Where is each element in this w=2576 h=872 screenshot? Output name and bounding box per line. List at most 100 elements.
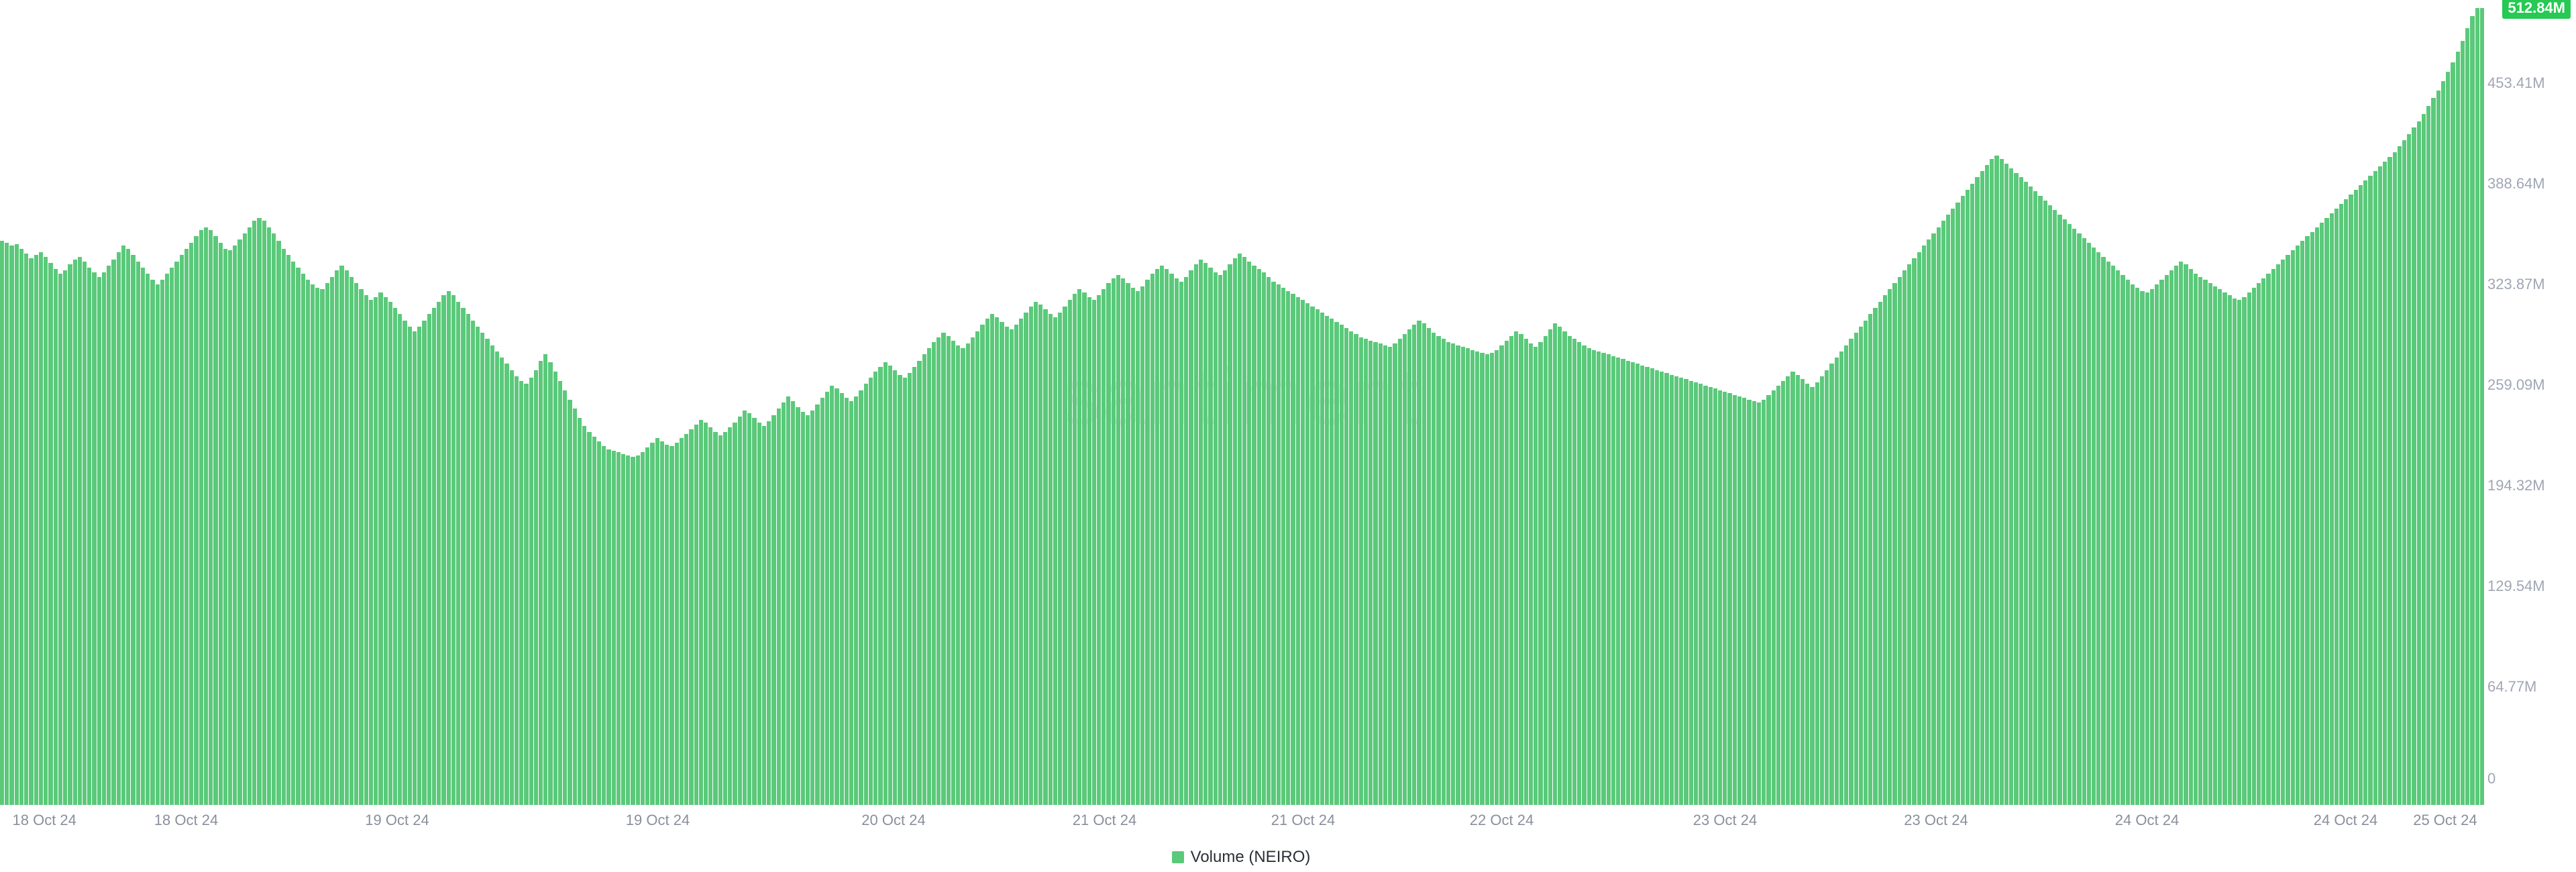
bar	[1835, 358, 1839, 805]
bar	[1505, 341, 1509, 805]
bar	[219, 243, 223, 805]
bar	[1562, 331, 1566, 805]
bar	[2330, 213, 2334, 805]
y-tick-label: 0	[2487, 770, 2496, 787]
bar	[636, 455, 640, 805]
bar	[1801, 379, 1805, 805]
bar	[873, 372, 877, 805]
bar	[1393, 343, 1397, 805]
bar	[117, 252, 121, 805]
bar	[1014, 325, 1018, 805]
bar	[743, 411, 747, 805]
bar	[602, 446, 606, 805]
bar	[1766, 395, 1770, 805]
bar	[24, 254, 28, 805]
bar	[1077, 289, 1081, 805]
bar	[2159, 280, 2163, 805]
bar	[2305, 236, 2309, 805]
bar	[209, 230, 213, 805]
bar	[1825, 370, 1829, 805]
bar	[262, 221, 266, 805]
bar	[684, 434, 688, 805]
bar	[1922, 246, 1926, 805]
bar	[1247, 262, 1251, 806]
bar	[2184, 264, 2188, 805]
bar	[941, 333, 945, 805]
bar	[1121, 278, 1125, 805]
bar	[1951, 209, 1955, 805]
bar	[456, 302, 460, 805]
bar	[1330, 319, 1334, 805]
bar	[660, 441, 664, 805]
bar	[2242, 297, 2246, 805]
bar	[791, 401, 795, 805]
bar	[48, 263, 52, 805]
bar	[1490, 353, 1494, 805]
bar	[1310, 307, 1314, 805]
bar	[2009, 168, 2013, 805]
bar	[174, 262, 178, 806]
bar	[849, 401, 853, 805]
bar	[1092, 300, 1096, 805]
bar	[582, 426, 586, 805]
bar	[898, 375, 902, 805]
bar	[282, 249, 286, 805]
x-tick-label: 21 Oct 24	[1271, 812, 1335, 829]
bar	[1757, 402, 1761, 805]
bar	[699, 420, 703, 805]
bar	[2140, 291, 2144, 806]
x-tick-label: 18 Oct 24	[13, 812, 76, 829]
bar	[1480, 353, 1484, 805]
bar	[2038, 196, 2042, 805]
bar	[1592, 350, 1596, 806]
bar	[762, 426, 766, 805]
bar	[733, 423, 737, 805]
bar	[441, 295, 445, 805]
bar	[68, 264, 72, 805]
bar	[73, 260, 77, 805]
bar	[1145, 280, 1149, 805]
bar	[1892, 283, 1896, 805]
bar	[461, 308, 465, 805]
bar	[339, 266, 343, 805]
bar	[1664, 373, 1668, 805]
bar	[995, 317, 999, 805]
bar	[1446, 342, 1450, 805]
bar	[1509, 336, 1513, 805]
bar	[1660, 372, 1664, 805]
bar	[2276, 264, 2280, 805]
bar	[2043, 201, 2047, 805]
x-tick-label: 25 Oct 24	[2413, 812, 2477, 829]
bar	[1218, 275, 1222, 805]
bar	[2349, 195, 2353, 805]
bar	[1267, 277, 1271, 805]
bar	[1019, 319, 1023, 805]
bar	[539, 361, 543, 805]
bar	[1262, 272, 1266, 805]
bar	[364, 295, 368, 805]
bar	[121, 246, 125, 805]
bar	[1723, 392, 1727, 805]
bar	[1485, 354, 1489, 805]
bar	[990, 314, 994, 805]
bar	[2213, 286, 2217, 805]
bar	[2233, 298, 2237, 805]
bar	[2296, 246, 2300, 805]
bar	[1975, 177, 1979, 805]
bar	[626, 455, 630, 805]
bar	[1694, 382, 1698, 805]
bar	[87, 268, 91, 805]
bar	[330, 277, 334, 805]
bar	[2344, 199, 2348, 805]
bar	[417, 327, 421, 805]
bar	[2451, 62, 2455, 805]
bar	[2174, 266, 2178, 805]
bar	[320, 289, 324, 805]
bar	[1577, 342, 1581, 805]
bar	[767, 421, 771, 805]
bar	[374, 297, 378, 805]
bar	[199, 230, 203, 805]
bar	[2461, 41, 2465, 805]
bar	[1839, 351, 1843, 805]
bar	[1829, 364, 1833, 805]
